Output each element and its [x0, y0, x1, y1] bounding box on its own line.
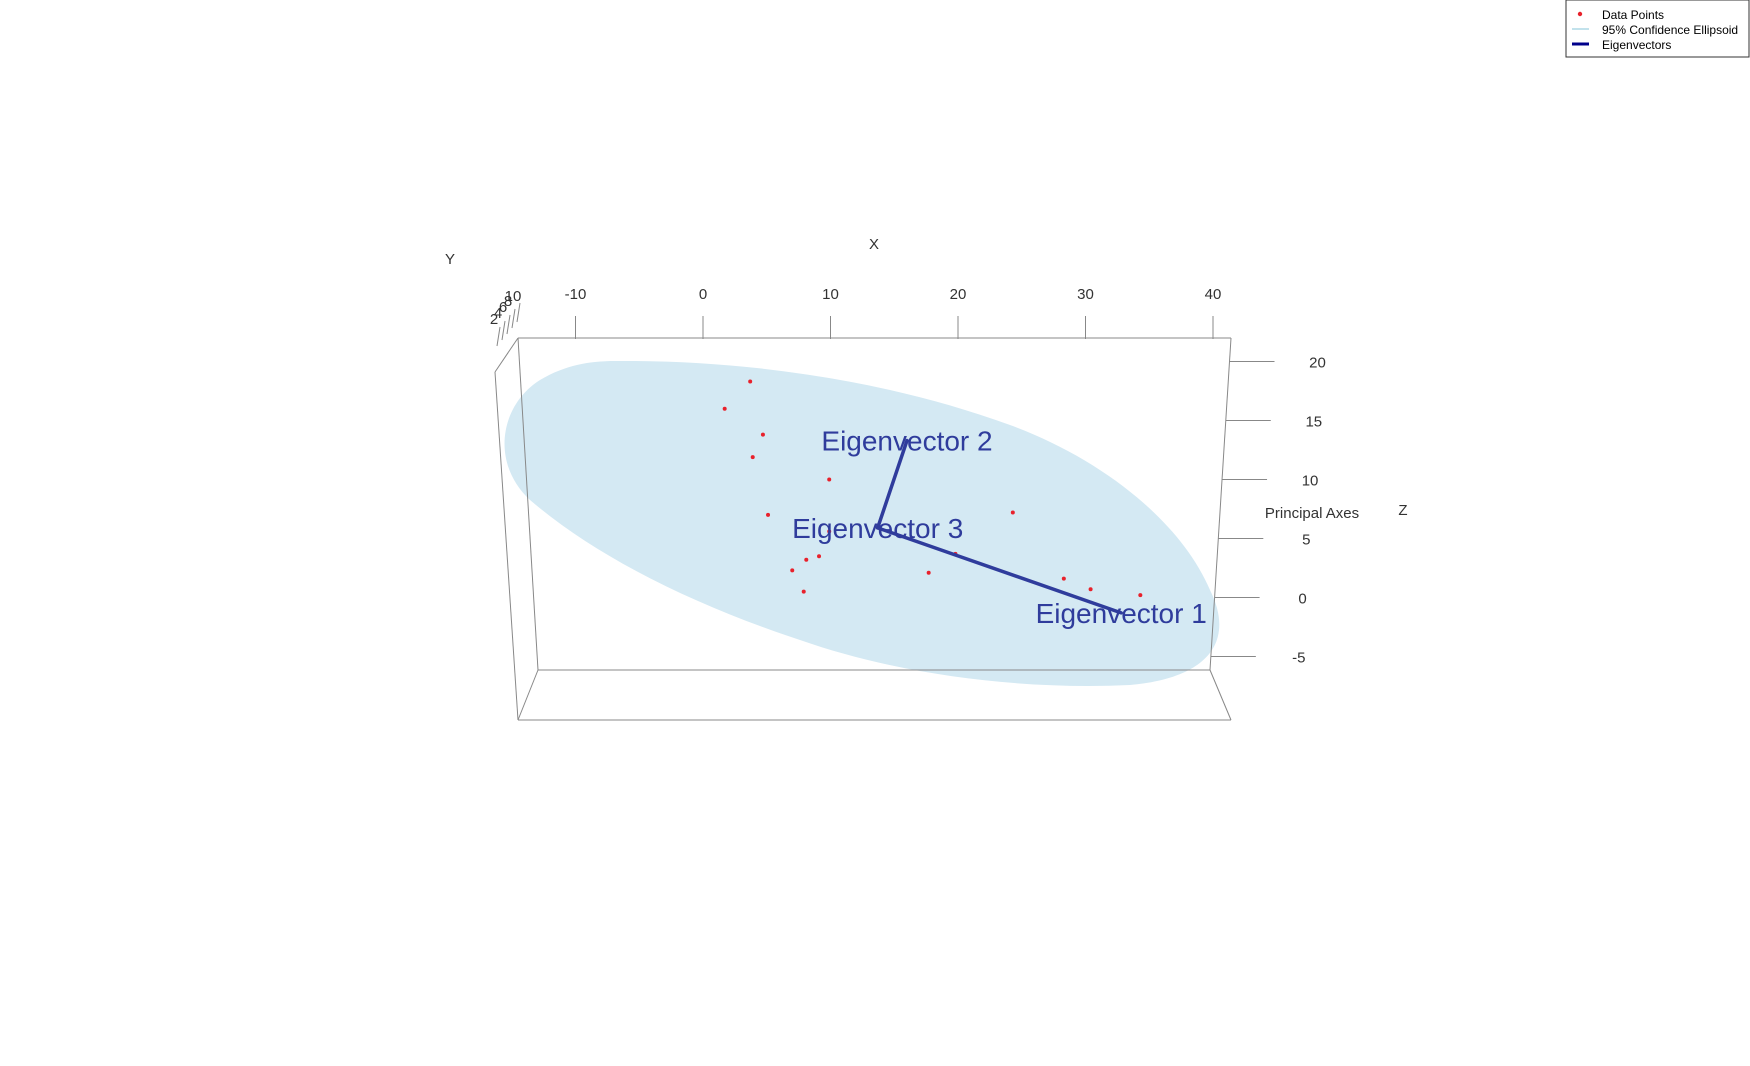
legend-label-ellipsoid: 95% Confidence Ellipsoid	[1602, 23, 1738, 37]
data-point	[827, 477, 832, 482]
y-axis-title: Y	[445, 251, 455, 268]
eigenvector-line	[875, 526, 1123, 615]
confidence-ellipsoid	[504, 360, 1220, 686]
data-point	[760, 432, 765, 437]
data-point	[766, 512, 771, 517]
x-tick-label: 30	[1077, 286, 1094, 303]
data-point	[817, 554, 822, 559]
box-edge-front-left	[494, 371, 519, 721]
box-edge-back-left	[517, 337, 539, 671]
x-tick-label: 10	[822, 286, 839, 303]
data-point	[827, 529, 832, 534]
eigenvector-label: Eigenvector 3	[792, 513, 963, 544]
z-tick-label: 0	[1298, 591, 1306, 608]
data-point	[1010, 510, 1015, 515]
y-axis-ticks	[496, 302, 521, 347]
data-point	[748, 379, 753, 384]
box-edge-back-right	[1209, 337, 1232, 671]
legend-frame	[1565, 0, 1750, 58]
eigenvector-line	[875, 438, 909, 530]
y-tick-mark	[501, 320, 506, 341]
data-point	[750, 455, 755, 460]
y-tick-mark	[511, 308, 516, 329]
x-tick-label: 20	[950, 286, 967, 303]
data-point	[1088, 587, 1093, 592]
z-tick-label: 20	[1309, 355, 1326, 372]
legend-label-eigenvectors: Eigenvectors	[1602, 38, 1671, 52]
x-axis: -10 0 10 20 30 40	[565, 286, 1222, 339]
principal-axes-title: Principal Axes	[1265, 505, 1359, 522]
data-points	[722, 379, 1143, 598]
z-axis-title: Z	[1398, 502, 1407, 519]
y-tick-label: 6	[499, 299, 507, 316]
data-point	[804, 557, 809, 562]
x-tick-label: 0	[699, 286, 707, 303]
data-point	[926, 570, 931, 575]
z-tick-label: 5	[1302, 532, 1310, 549]
data-point	[1061, 576, 1066, 581]
y-tick-mark	[516, 302, 521, 323]
y-tick-mark	[496, 326, 501, 347]
data-point	[801, 589, 806, 594]
y-tick-label: 4	[494, 305, 502, 322]
data-point	[1138, 593, 1143, 598]
data-point	[790, 568, 795, 573]
x-axis-title: X	[869, 236, 879, 253]
legend-label-data-points: Data Points	[1602, 8, 1664, 22]
z-tick-label: 15	[1305, 414, 1322, 431]
eigenvector-label: Eigenvector 2	[821, 426, 992, 457]
z-tick-label: -5	[1292, 650, 1305, 667]
box-edge-left-bottom	[517, 669, 539, 721]
plot-box	[494, 337, 1232, 721]
eigenvectors	[875, 438, 1123, 615]
z-axis: 20 15 10 5 0 -5	[1210, 355, 1326, 667]
y-tick-label: 10	[505, 288, 522, 305]
eigenvector-label: Eigenvector 1	[1036, 598, 1207, 629]
x-tick-label: 40	[1205, 286, 1222, 303]
legend: Data Points 95% Confidence Ellipsoid Eig…	[1565, 0, 1750, 58]
x-tick-label: -10	[565, 286, 587, 303]
y-tick-label: 8	[504, 293, 512, 310]
legend-point-marker	[1577, 11, 1583, 17]
y-tick-mark	[506, 314, 511, 335]
z-tick-label: 10	[1302, 473, 1319, 490]
eigenvector-labels: Eigenvector 1 Eigenvector 2 Eigenvector 3	[792, 426, 1207, 629]
box-edge-left-top	[494, 337, 519, 373]
box-edge-right-bottom	[1209, 669, 1232, 721]
y-tick-label: 2	[490, 311, 498, 328]
data-point	[722, 406, 727, 411]
